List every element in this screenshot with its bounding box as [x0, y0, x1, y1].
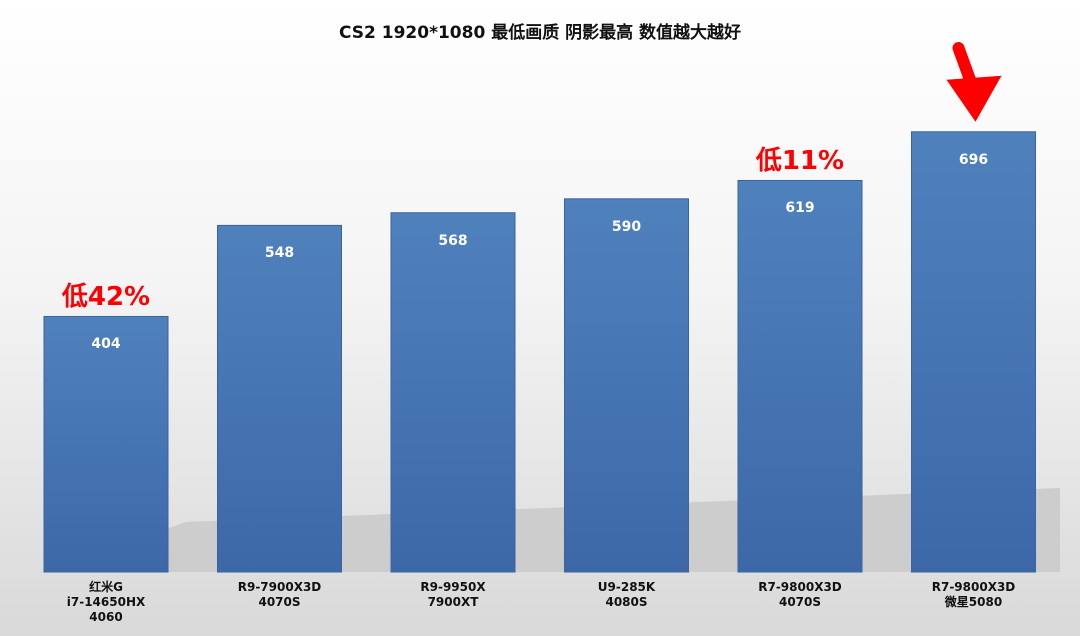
arrow-shaft — [952, 42, 978, 90]
category-label: R9-7900X3D 4070S — [237, 580, 322, 609]
chart-title: CS2 1920*1080 最低画质 阴影最高 数值越大越好 — [338, 23, 742, 43]
category-label: 红米G i7-14650HX 4060 — [66, 580, 146, 624]
category-label: R9-9950X 7900XT — [420, 580, 486, 609]
annotation-label: 低11% — [755, 146, 845, 177]
category-label: U9-285K 4080S — [597, 580, 656, 609]
bar — [217, 224, 342, 573]
bar — [390, 212, 516, 573]
category-label: R7-9800X3D 4070S — [758, 580, 842, 609]
bar-value-label: 696 — [958, 151, 989, 168]
category-label: R7-9800X3D 微星5080 — [931, 580, 1016, 609]
bar — [737, 179, 863, 573]
bar-value-label: 590 — [611, 218, 642, 235]
bar — [911, 131, 1036, 573]
bar — [43, 315, 169, 573]
bars-group — [43, 131, 1036, 573]
bar — [564, 198, 689, 573]
annotation-label: 低42% — [61, 282, 151, 313]
bar-value-label: 548 — [264, 245, 295, 262]
highlight-arrow — [946, 42, 1002, 122]
bar-value-label: 568 — [438, 232, 468, 249]
bar-value-label: 619 — [785, 200, 815, 217]
bar-value-label: 404 — [91, 336, 121, 353]
arrow-head — [946, 75, 1002, 122]
